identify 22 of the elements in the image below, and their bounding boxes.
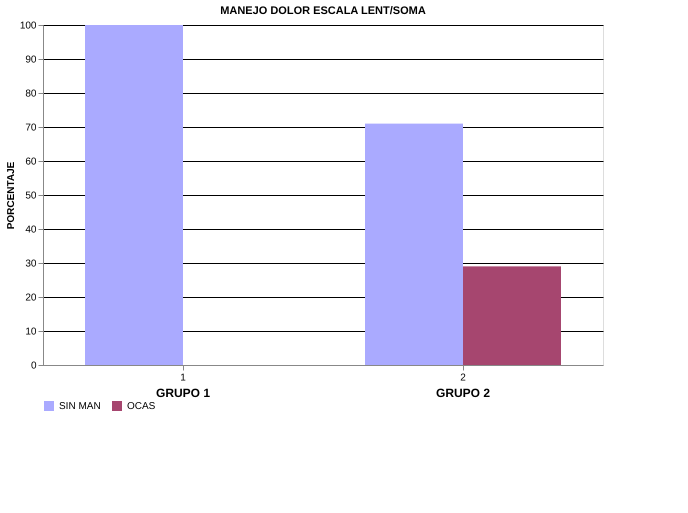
y-tick-label: 40 bbox=[25, 224, 37, 236]
bar bbox=[365, 124, 463, 365]
y-tick-label: 30 bbox=[25, 258, 37, 270]
x-tick-label: 2 bbox=[460, 372, 466, 384]
y-tick-label: 20 bbox=[25, 292, 37, 304]
bar bbox=[463, 266, 561, 365]
y-tick-label: 60 bbox=[25, 156, 37, 168]
y-tick-label: 90 bbox=[25, 54, 37, 66]
legend-label: OCAS bbox=[127, 401, 156, 412]
y-tick-label: 10 bbox=[25, 326, 37, 338]
chart-title: MANEJO DOLOR ESCALA LENT/SOMA bbox=[220, 5, 426, 17]
y-tick-label: 50 bbox=[25, 190, 37, 202]
y-tick-label: 100 bbox=[20, 20, 37, 32]
text: GRUPO 1 bbox=[156, 386, 210, 400]
legend-label: SIN MAN bbox=[59, 401, 101, 412]
y-tick-label: 0 bbox=[30, 360, 37, 372]
y-tick-label: 80 bbox=[25, 88, 37, 100]
y-axis-title: PORCENTAJE bbox=[6, 161, 17, 230]
y-tick-label: 70 bbox=[25, 122, 37, 134]
x-tick-label: 1 bbox=[180, 372, 186, 384]
text: GRUPO 2 bbox=[436, 386, 490, 400]
bar bbox=[85, 25, 183, 365]
